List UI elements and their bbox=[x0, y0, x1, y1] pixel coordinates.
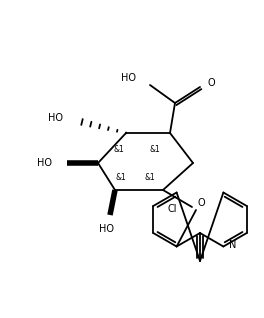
Text: HO: HO bbox=[121, 73, 136, 83]
Text: HO: HO bbox=[37, 158, 52, 168]
Text: &1: &1 bbox=[145, 174, 155, 183]
Text: HO: HO bbox=[48, 113, 63, 123]
Text: O: O bbox=[197, 198, 205, 208]
Text: &1: &1 bbox=[116, 174, 126, 183]
Text: &1: &1 bbox=[150, 146, 160, 155]
Text: N: N bbox=[229, 240, 237, 251]
Text: Cl: Cl bbox=[168, 204, 177, 213]
Text: HO: HO bbox=[100, 224, 115, 234]
Text: &1: &1 bbox=[114, 146, 124, 155]
Text: O: O bbox=[207, 78, 215, 88]
